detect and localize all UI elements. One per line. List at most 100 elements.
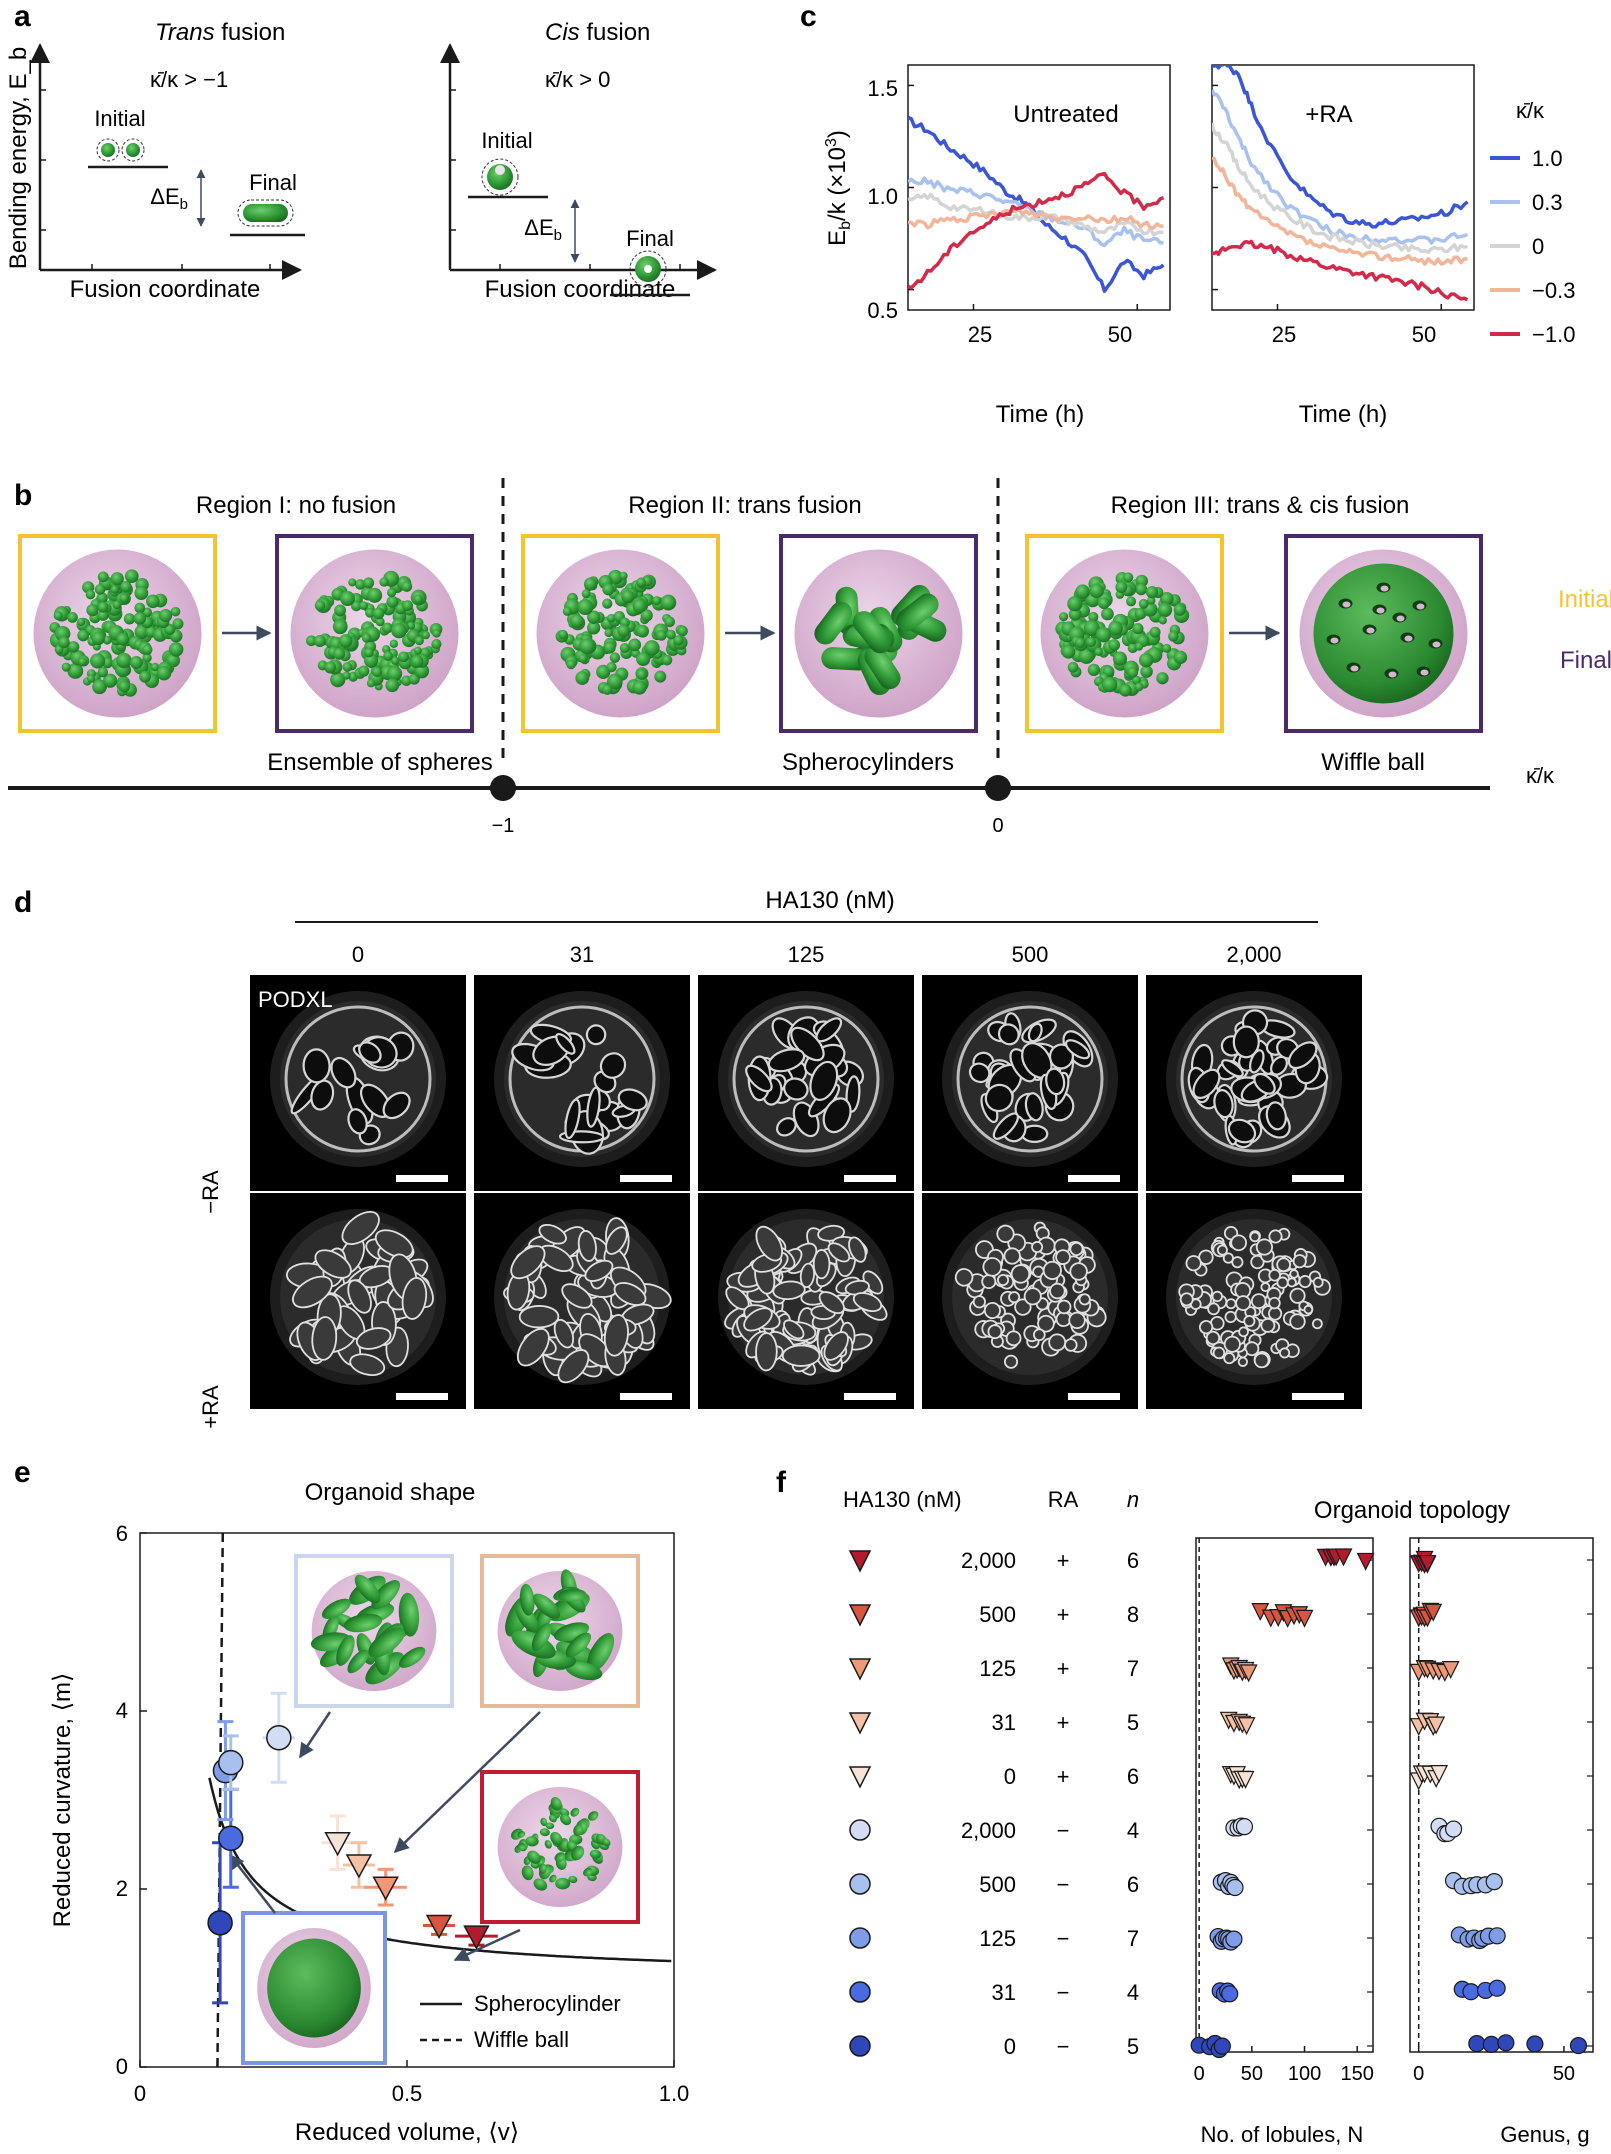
f-header-ra: RA — [1048, 1487, 1079, 1512]
lobule-point-3-4 — [1237, 1717, 1256, 1736]
cis-final-label: Final — [626, 226, 674, 251]
region-2-title: Region II: trans fusion — [628, 492, 861, 519]
c-xtick-50-a: 50 — [1108, 322, 1132, 347]
tick-0: 0 — [992, 815, 1003, 837]
genus-point-8-3 — [1488, 1979, 1506, 1997]
row-n-3: 5 — [1127, 1710, 1139, 1735]
panel-c: Untreated +RA 0.5 1.0 1.5 Eb/k (×103) 25… — [823, 64, 1575, 428]
e-xlabel: Reduced volume, ⟨v⟩ — [295, 2119, 519, 2146]
row-n-9: 5 — [1127, 2034, 1139, 2059]
panel-a-ylabel: Bending energy, E_b — [5, 47, 32, 269]
panel-b: Region I: no fusion Region II: trans fus… — [8, 478, 1611, 837]
inset-arrow-3 — [229, 1853, 276, 1914]
series-line-0-2 — [908, 192, 1164, 237]
lobule-point-2-6 — [1239, 1664, 1258, 1683]
genus-point-7-6 — [1488, 1927, 1506, 1945]
lobule-point-8-3 — [1221, 1985, 1239, 2003]
shape-point-plus-ra-0 — [321, 1814, 354, 1871]
lobule-tick-0: 0 — [1194, 2063, 1205, 2085]
ha130-header: HA130 (nM) — [765, 887, 894, 914]
f-title: Organoid topology — [1314, 1497, 1510, 1524]
genus-point-4-5 — [1430, 1765, 1449, 1783]
panel-label-d: d — [14, 886, 32, 919]
lobule-tick-3: 150 — [1341, 2063, 1374, 2085]
genus-point-0-5 — [1418, 1554, 1437, 1573]
row-ra-8: − — [1057, 1980, 1070, 2005]
c-ytick-15: 1.5 — [867, 76, 898, 101]
e-title: Organoid shape — [305, 1479, 476, 1506]
micrograph-plus-ra-1 — [474, 1193, 690, 1409]
cis-donut-shape — [629, 250, 667, 288]
genus-point-1-7 — [1424, 1603, 1443, 1622]
trans-title: Trans fusion — [155, 19, 285, 46]
row-ha-6: 500 — [979, 1872, 1016, 1897]
conc-label-4: 2,000 — [1226, 942, 1281, 967]
shape-point-minus-ra-1 — [218, 1787, 244, 1889]
scale-bar — [844, 1175, 896, 1182]
scale-bar — [396, 1175, 448, 1182]
scale-bar — [620, 1393, 672, 1400]
shape-point-minus-ra-4 — [262, 1691, 295, 1784]
panel-f: HA130 (nM) RA n Organoid topology 2,000 +… — [843, 1487, 1594, 2147]
conc-label-1: 31 — [570, 942, 594, 967]
series-line-0-3 — [908, 207, 1164, 230]
genus-tick-0: 0 — [1413, 2063, 1424, 2085]
cis-initial-label: Initial — [481, 128, 532, 153]
genus-tick-1: 50 — [1553, 2063, 1575, 2085]
c-xlabel-a: Time (h) — [996, 401, 1084, 428]
row-ha-2: 125 — [979, 1656, 1016, 1681]
c-legend-title: κ̄/κ — [1516, 98, 1545, 123]
e-xtick-10: 1.0 — [659, 2081, 690, 2106]
topology-row-2: 125 +7 — [848, 1656, 1139, 1681]
shape-point-plus-ra-2 — [364, 1867, 407, 1907]
series-line-1-1 — [1212, 89, 1469, 245]
shape-point-minus-ra-0 — [207, 1841, 233, 2005]
scale-bar — [1292, 1175, 1344, 1182]
inset-arrow-2 — [453, 1928, 521, 1962]
e-ytick-0: 0 — [116, 2054, 128, 2079]
series-line-0-1 — [908, 176, 1164, 248]
lobule-point-0-4 — [1334, 1548, 1353, 1567]
boundary-point-minus1 — [490, 775, 516, 801]
scale-bar — [844, 1393, 896, 1400]
trans-initial-label: Initial — [94, 106, 145, 131]
shape-point-plus-ra-1 — [342, 1841, 375, 1889]
scale-bar — [396, 1393, 448, 1400]
e-xtick-0: 0 — [134, 2081, 146, 2106]
row-n-4: 6 — [1127, 1764, 1139, 1789]
row-ra-6: − — [1057, 1872, 1070, 1897]
region-1-caption: Ensemble of spheres — [267, 749, 492, 776]
trans-delta-label: ΔEb — [150, 184, 188, 213]
genus-point-9-0 — [1468, 2034, 1486, 2053]
region-box-3 — [779, 534, 978, 733]
e-ylabel: Reduced curvature, ⟨m⟩ — [49, 1673, 76, 1928]
row-n-7: 7 — [1127, 1926, 1139, 1951]
c-xtick-25-a: 25 — [968, 322, 992, 347]
micrograph-plus-ra-2 — [698, 1193, 914, 1409]
topology-row-4: 0 +6 — [848, 1764, 1139, 1789]
scale-bar — [620, 1175, 672, 1182]
row-ra-7: − — [1057, 1926, 1070, 1951]
c-ytick-05: 0.5 — [867, 298, 898, 323]
legend-label-0: 1.0 — [1532, 146, 1563, 171]
podxl-label: PODXL — [258, 987, 333, 1012]
row-n-0: 6 — [1127, 1548, 1139, 1573]
c-xtick-25-b: 25 — [1272, 322, 1296, 347]
scale-bar — [1068, 1175, 1120, 1182]
genus-point-9-1 — [1482, 2035, 1500, 2054]
shape-inset-1 — [480, 1554, 640, 1708]
topology-row-7: 125 − 7 — [849, 1926, 1139, 1951]
row-ra-5: − — [1057, 1818, 1070, 1843]
series-line-0-4 — [908, 171, 1165, 290]
scale-bar — [1068, 1393, 1120, 1400]
spherocylinder-curve — [208, 1777, 672, 1963]
legend-final: Final — [1560, 647, 1611, 674]
boundary-point-0 — [985, 775, 1011, 801]
lobule-point-7-6 — [1225, 1930, 1243, 1948]
untreated-title: Untreated — [1013, 101, 1118, 128]
row-ha-7: 125 — [979, 1926, 1016, 1951]
micrograph-minus-ra-4 — [1146, 975, 1362, 1191]
conc-label-2: 125 — [788, 942, 825, 967]
legend-wiffle-ball: Wiffle ball — [474, 2027, 569, 2052]
